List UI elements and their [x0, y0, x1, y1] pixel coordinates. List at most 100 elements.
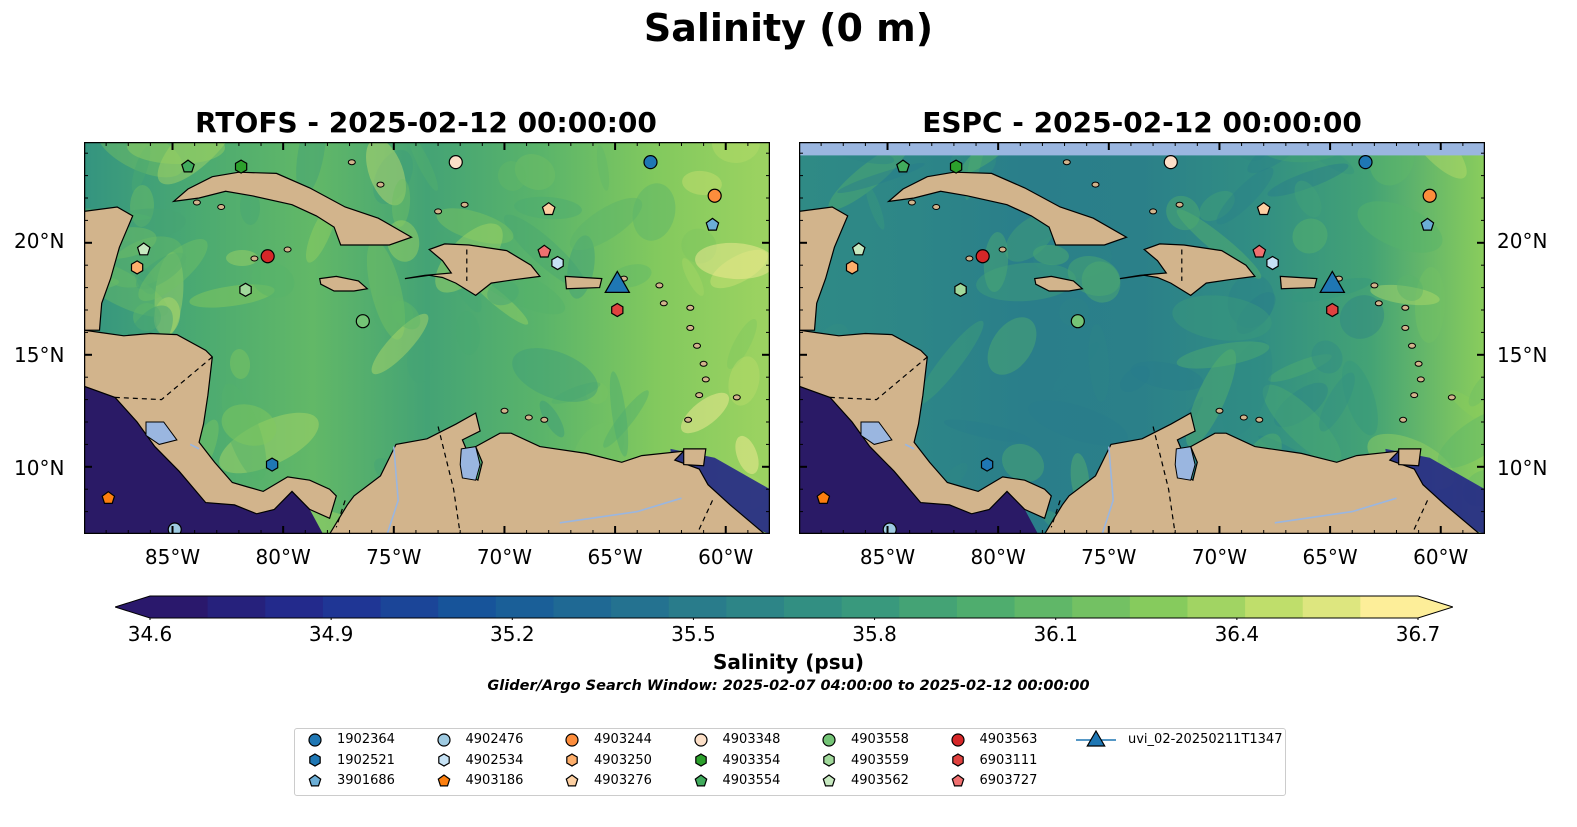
salinity-eddy [727, 318, 757, 370]
salinity-eddy [916, 320, 984, 406]
salinity-eddy [596, 145, 610, 191]
land-cuba [171, 171, 413, 246]
salinity-eddy [586, 382, 608, 404]
island [686, 324, 695, 331]
island [1239, 414, 1248, 421]
search-window-note: Glider/Argo Search Window: 2025-02-07 04… [487, 678, 1090, 694]
salinity-eddy [372, 295, 414, 333]
river [904, 443, 915, 450]
colorbar-segment [899, 596, 958, 618]
salinity-eddy [680, 392, 730, 434]
lon-tick-label-left: 60°W [698, 545, 754, 569]
legend-item: 1902521 [305, 751, 395, 770]
island [460, 201, 469, 208]
lon-tick-label-right: 75°W [1081, 545, 1137, 569]
salinity-eddy [1227, 274, 1275, 328]
legend-marker-hexagon [951, 753, 964, 767]
salinity-eddy [1004, 214, 1056, 262]
salinity-eddy [1342, 360, 1378, 436]
salinity-eddy [976, 262, 1076, 302]
island [1175, 201, 1184, 208]
salinity-eddy [133, 303, 161, 331]
salinity-eddy [107, 236, 183, 288]
salinity-eddy [127, 142, 225, 165]
salinity-eddy [239, 189, 261, 225]
island [684, 416, 693, 423]
lat-tick-10n-left: 10°N [14, 456, 65, 480]
legend-item: 4902476 [434, 730, 523, 749]
map-frame [84, 142, 770, 534]
salinity-eddy [603, 390, 649, 448]
rtofs-salinity-map [84, 142, 770, 534]
salinity-eddy [366, 240, 406, 340]
lon-tick-label-left: 70°W [476, 545, 533, 569]
salinity-eddy [219, 412, 319, 474]
salinity-eddy [1028, 400, 1128, 446]
obs-marker-4903354 [234, 159, 248, 174]
salinity-eddy [828, 144, 908, 210]
lon-tick-label-right: 60°W [1413, 545, 1469, 569]
colorbar-segment [207, 596, 266, 618]
legend-marker-circle [308, 732, 322, 747]
land-cuba [886, 171, 1128, 246]
legend-marker-circle [565, 732, 579, 747]
legend-marker-circle [436, 732, 451, 747]
colorbar-label: Salinity (psu) [712, 650, 864, 674]
obs-marker-4903559 [239, 282, 252, 297]
legend-item: 1902364 [305, 730, 395, 749]
island [1062, 159, 1071, 166]
land-trinidad [683, 448, 707, 467]
salinity-eddy [497, 161, 527, 191]
lake [459, 446, 481, 481]
colorbar-segment [380, 596, 439, 618]
river [1274, 497, 1397, 524]
obs-marker-4903554 [896, 159, 910, 173]
salinity-eddy [1033, 244, 1069, 266]
lat-tick-20n-left: 20°N [14, 229, 65, 253]
island [699, 360, 708, 367]
island [732, 394, 741, 401]
legend-label: 6903111 [979, 752, 1038, 768]
salinity-eddy [1172, 295, 1272, 341]
salinity-eddy [1274, 382, 1328, 428]
legend-label: 4903186 [465, 773, 524, 788]
island [1374, 300, 1383, 307]
obs-marker-4903558 [355, 314, 370, 329]
legend-label: 4902534 [465, 752, 524, 768]
island [695, 392, 704, 399]
legend-label: 4903559 [851, 752, 909, 768]
river [386, 446, 400, 534]
salinity-eddy [1319, 372, 1355, 432]
colorbar-segment [784, 596, 843, 618]
island [1414, 360, 1423, 367]
land-central-america [799, 329, 1052, 520]
lat-tick-15n-right: 15°N [1497, 343, 1548, 367]
obs-marker-3901686 [1420, 217, 1435, 231]
salinity-eddy [96, 142, 184, 178]
obs-marker-4903558 [1070, 314, 1085, 329]
island [1399, 416, 1408, 423]
salinity-eddy [373, 149, 413, 205]
salinity-colorbar [115, 595, 1453, 620]
salinity-eddy [154, 252, 184, 338]
lon-tick-label-right: 70°W [1191, 545, 1248, 569]
river [1101, 446, 1115, 534]
island [907, 199, 916, 206]
land-yucatan [799, 206, 849, 331]
colorbar-segment [841, 596, 900, 618]
colorbar-extend-low [115, 596, 150, 618]
land-hispaniola [1119, 243, 1257, 297]
pacific-low-salinity [799, 386, 1038, 534]
salinity-eddy [1081, 261, 1121, 303]
legend-label: 4903562 [851, 773, 909, 788]
obs-marker-4902476 [882, 522, 897, 534]
obs-marker-1902364 [643, 155, 658, 170]
salinity-eddy [539, 400, 565, 438]
colorbar-segment [438, 596, 497, 618]
land-south-america [328, 412, 770, 534]
country-border [114, 356, 213, 401]
legend-marker-pentagon [565, 773, 579, 786]
obs-marker-4903186 [101, 490, 116, 504]
island [1370, 282, 1379, 289]
legend-label: 4903244 [594, 732, 652, 747]
